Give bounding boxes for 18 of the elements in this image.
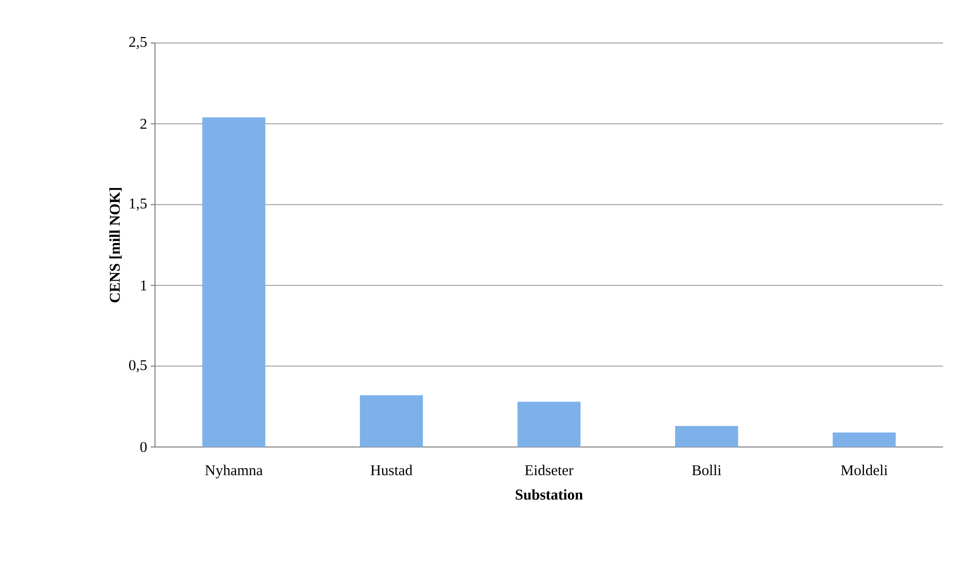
bar [360,395,423,447]
bar [517,402,581,447]
y-tick-label: 2 [140,118,146,129]
x-tick-label: Hustad [370,464,412,476]
y-tick-label: 0 [140,442,147,452]
x-tick-label: Moldeli [840,464,888,476]
bar [675,426,738,447]
x-tick-label: Nyhamna [205,464,263,478]
x-axis-title: Substation [516,489,583,500]
y-axis-title: CENS [mill NOK] [109,188,122,302]
x-tick-label: Eidseter [524,464,574,476]
y-tick-label: 2,5 [129,36,147,50]
y-tick-label: 1,5 [130,198,147,211]
bar [832,432,896,447]
x-tick-label: Bolli [692,464,722,476]
y-tick-label: 1 [141,280,146,290]
bar [202,117,266,447]
y-tick-label: 0,5 [129,360,147,372]
